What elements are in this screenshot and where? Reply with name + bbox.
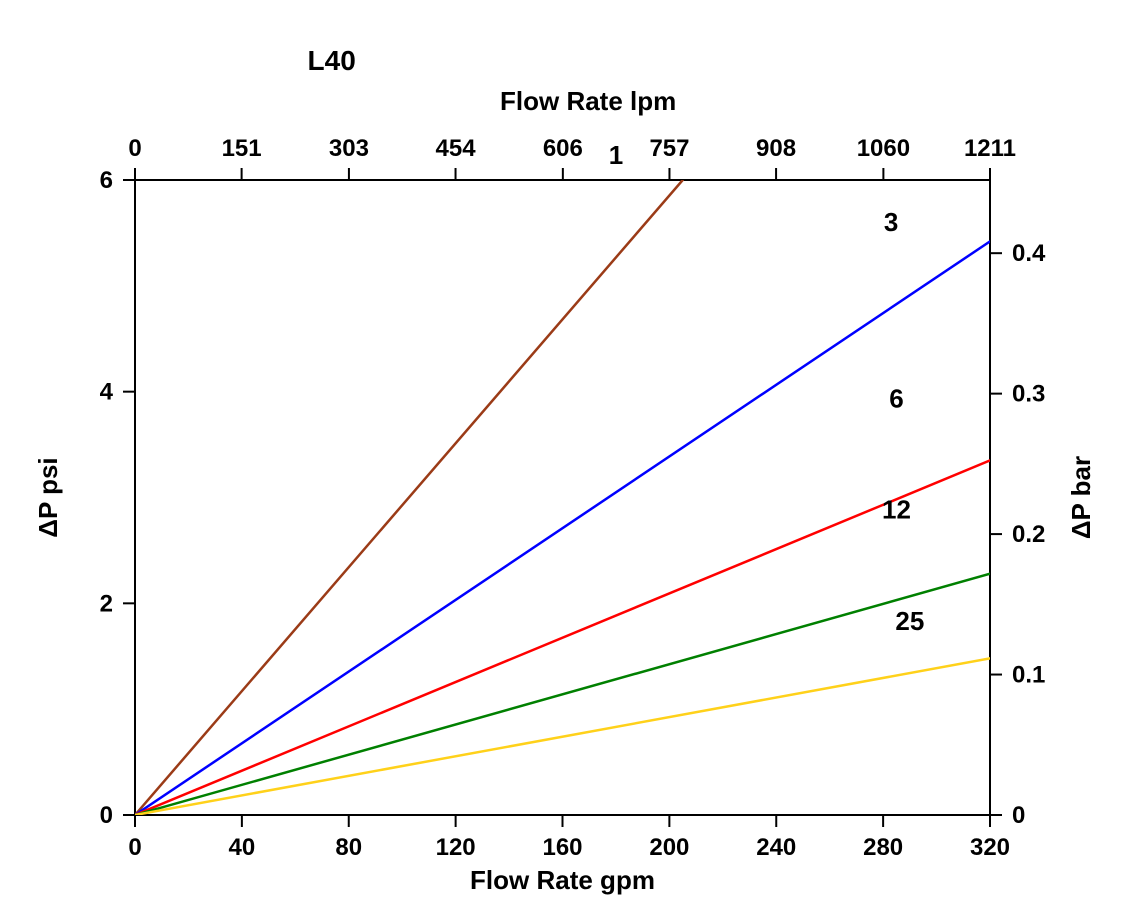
pressure-drop-chart: L40Flow Rate lpm040801201602002402803200…	[0, 0, 1139, 924]
left-tick-label: 6	[100, 167, 113, 194]
left-y-label: ΔP psi	[33, 457, 63, 537]
right-tick-label: 0	[1012, 802, 1025, 829]
right-tick-label: 0.4	[1012, 240, 1046, 267]
top-tick-label: 1060	[857, 135, 910, 162]
bottom-tick-label: 80	[335, 834, 362, 861]
left-tick-label: 0	[100, 802, 113, 829]
bar-text: P bar	[1066, 456, 1096, 521]
top-x-label: Flow Rate lpm	[500, 86, 676, 116]
series-label: 12	[882, 495, 911, 525]
right-tick-label: 0.2	[1012, 521, 1045, 548]
bottom-tick-label: 160	[542, 834, 582, 861]
top-tick-label: 454	[436, 135, 477, 162]
top-tick-label: 606	[543, 135, 583, 162]
series-label: 6	[889, 384, 903, 414]
series-label: 1	[609, 140, 623, 170]
chart-title: L40	[308, 45, 356, 76]
left-tick-label: 2	[100, 590, 113, 617]
bottom-tick-label: 200	[649, 834, 689, 861]
top-tick-label: 1211	[964, 135, 1016, 162]
bottom-tick-label: 280	[863, 834, 903, 861]
left-tick-label: 4	[100, 379, 114, 406]
top-tick-label: 757	[649, 135, 689, 162]
chart-container: { "chart": { "type": "line", "title": "L…	[0, 0, 1139, 924]
bottom-x-label: Flow Rate gpm	[470, 865, 655, 895]
top-tick-label: 303	[329, 135, 369, 162]
right-tick-label: 0.3	[1012, 381, 1045, 408]
bottom-tick-label: 240	[756, 834, 796, 861]
delta-symbol: Δ	[33, 519, 63, 538]
right-tick-label: 0.1	[1012, 662, 1045, 689]
series-label: 3	[884, 207, 898, 237]
top-tick-label: 0	[128, 135, 141, 162]
psi-text: P psi	[33, 457, 63, 519]
top-tick-label: 908	[756, 135, 796, 162]
bottom-tick-label: 0	[128, 834, 141, 861]
series-label: 25	[895, 606, 924, 636]
delta-symbol: Δ	[1066, 520, 1096, 539]
bottom-tick-label: 40	[229, 834, 256, 861]
bottom-tick-label: 320	[970, 834, 1010, 861]
top-tick-label: 151	[222, 135, 262, 162]
bottom-tick-label: 120	[436, 834, 476, 861]
right-y-label: ΔP bar	[1066, 456, 1096, 539]
